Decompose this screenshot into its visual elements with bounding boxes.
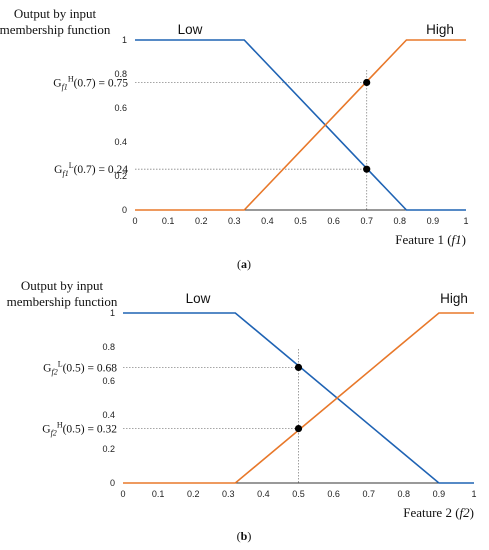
x-axis-label-close: ) <box>470 505 474 520</box>
x-tick-label: 0.3 <box>222 489 235 499</box>
y-tick-label: 0.2 <box>102 444 115 454</box>
annotation-subscript: f2 <box>51 429 57 438</box>
x-tick-label: 1 <box>471 489 476 499</box>
y-tick-label: 0 <box>122 205 127 215</box>
x-tick-label: 0.2 <box>187 489 200 499</box>
y-tick-label: 0.4 <box>102 410 115 420</box>
x-tick-label: 0.5 <box>292 489 305 499</box>
series-line-high <box>135 39 466 211</box>
x-tick-label: 0.1 <box>152 489 165 499</box>
y-tick-label: 0.6 <box>102 376 115 386</box>
marker-point <box>294 363 303 371</box>
y-axis-label: membership function <box>0 22 111 37</box>
chart-panel-a: 0 0.1 0.2 0.3 0.4 0.5 0.6 0.7 0.8 0.9 1 0 0.2 0.4 0.6 0… <box>0 6 469 271</box>
marker-point <box>294 425 303 433</box>
annotation-subscript: f2 <box>51 367 57 376</box>
panel-label: (a) <box>237 257 251 271</box>
y-axis-label: Output by input <box>21 278 104 293</box>
x-axis-label-close: ) <box>462 232 466 247</box>
annotation-label: Gf1L(0.7) = 0.24 <box>54 161 128 178</box>
x-tick-label: 0.5 <box>294 216 307 226</box>
annotation-superscript: L <box>69 161 74 170</box>
x-tick-label: 0.8 <box>394 216 407 226</box>
panel-label-letter: b <box>241 529 248 543</box>
annotation-superscript: L <box>58 359 63 368</box>
annotation-superscript: H <box>57 421 63 430</box>
series-label-high: High <box>440 291 468 306</box>
x-tick-label: 0.3 <box>228 216 241 226</box>
marker-point <box>363 165 371 173</box>
x-axis-label: Feature 1 (f1) <box>395 232 466 247</box>
series-label-high: High <box>426 22 454 37</box>
y-tick-label: 1 <box>122 35 127 45</box>
y-axis-label: Output by input <box>14 6 97 21</box>
x-tick-label: 0.1 <box>162 216 175 226</box>
x-axis-label-text: Feature 1 ( <box>395 232 451 247</box>
x-tick-label: 0.7 <box>360 216 373 226</box>
x-tick-label: 0.9 <box>427 216 440 226</box>
panel-label-close: ) <box>247 529 251 543</box>
annotation-label: Gf2H(0.5) = 0.32 <box>42 421 117 438</box>
annotation-rest: (0.7) = 0.24 <box>74 164 129 176</box>
annotation-rest: (0.5) = 0.68 <box>63 362 118 374</box>
y-axis-label: membership function <box>7 294 118 309</box>
series-label-low: Low <box>186 291 211 306</box>
x-tick-label: 0.4 <box>257 489 270 499</box>
annotation-subscript: f1 <box>62 83 68 92</box>
series-line-high <box>123 312 474 484</box>
marker-point <box>363 78 371 87</box>
x-tick-label: 0.4 <box>261 216 274 226</box>
panel-label-open: ( <box>237 529 241 543</box>
annotation-base: G <box>54 164 62 176</box>
x-axis-label-text: Feature 2 ( <box>403 505 459 520</box>
y-tick-label: 0.8 <box>102 342 115 352</box>
annotation-superscript: H <box>68 75 74 84</box>
annotation-label: Gf2L(0.5) = 0.68 <box>43 359 117 376</box>
annotation-base: G <box>43 362 51 374</box>
x-tick-label: 0.2 <box>195 216 208 226</box>
x-axis-label-variable: f1 <box>452 232 462 247</box>
x-tick-label: 1 <box>463 216 468 226</box>
panel-label-close: ) <box>247 257 251 271</box>
x-tick-label: 0.6 <box>327 216 340 226</box>
y-tick-label: 0.8 <box>114 69 127 79</box>
y-tick-label: 0.4 <box>114 137 127 147</box>
y-tick-label: 0.2 <box>114 171 127 181</box>
series-line-low <box>135 39 466 211</box>
chart-panel-b: 0 0.1 0.2 0.3 0.4 0.5 0.6 0.7 0.8 0.9 1 0 0.2 0.4 0.6 0… <box>7 278 477 543</box>
series-label-low: Low <box>178 22 203 37</box>
y-tick-label: 1 <box>110 308 115 318</box>
annotation-subscript: f1 <box>62 169 68 178</box>
x-tick-label: 0.8 <box>398 489 411 499</box>
panel-label: (b) <box>237 529 252 543</box>
annotation-base: G <box>53 78 61 90</box>
annotation-base: G <box>42 424 50 436</box>
x-axis-label: Feature 2 (f2) <box>403 505 474 520</box>
annotation-rest: (0.5) = 0.32 <box>63 424 118 436</box>
x-tick-label: 0 <box>120 489 125 499</box>
annotation-rest: (0.7) = 0.75 <box>74 78 129 90</box>
panel-label-open: ( <box>237 257 241 271</box>
x-tick-label: 0 <box>132 216 137 226</box>
x-tick-label: 0.7 <box>362 489 375 499</box>
y-tick-label: 0 <box>110 478 115 488</box>
x-axis-label-variable: f2 <box>460 505 471 520</box>
x-tick-label: 0.6 <box>327 489 340 499</box>
panel-label-letter: a <box>241 257 247 271</box>
annotation-label: Gf1H(0.7) = 0.75 <box>53 75 128 92</box>
y-tick-label: 0.6 <box>114 103 127 113</box>
x-tick-label: 0.9 <box>433 489 446 499</box>
